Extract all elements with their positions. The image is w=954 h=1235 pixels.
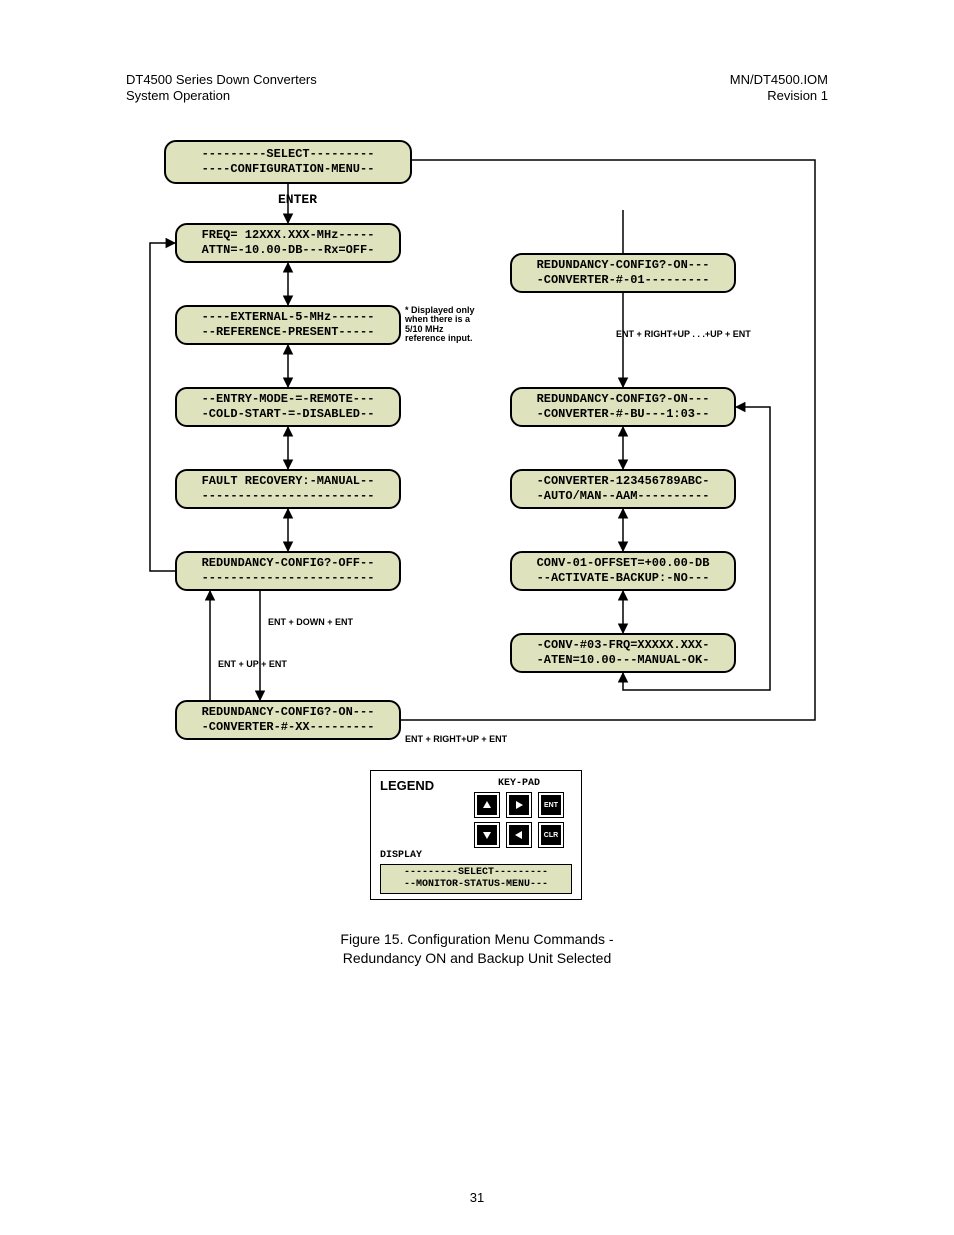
key-clr: CLR — [541, 825, 561, 845]
legend-display-label: DISPLAY — [380, 850, 422, 861]
node-redoff-l2: ------------------------ — [183, 571, 393, 586]
node-ext5-l1: ----EXTERNAL-5-MHz------ — [183, 310, 393, 325]
header-left-1: DT4500 Series Down Converters — [126, 72, 317, 87]
node-conv03-l1: -CONV-#03-FRQ=XXXXX.XXX- — [518, 638, 728, 653]
figure-caption-l2: Redundancy ON and Backup Unit Selected — [343, 950, 612, 966]
node-freq: FREQ= 12XXX.XXX-MHz----- ATTN=-10.00-DB-… — [175, 223, 401, 263]
side-note: * Displayed only when there is a 5/10 MH… — [405, 306, 485, 344]
node-fault: FAULT RECOVERY:-MANUAL-- ---------------… — [175, 469, 401, 509]
node-redon-xx-l2: -CONVERTER-#-XX--------- — [183, 720, 393, 735]
node-ext5: ----EXTERNAL-5-MHz------ --REFERENCE-PRE… — [175, 305, 401, 345]
page: DT4500 Series Down Converters System Ope… — [0, 0, 954, 1235]
node-freq-l2: ATTN=-10.00-DB---Rx=OFF- — [183, 243, 393, 258]
node-select: ---------SELECT--------- ----CONFIGURATI… — [164, 140, 412, 184]
node-redon-01-l1: REDUNDANCY-CONFIG?-ON--- — [518, 258, 728, 273]
key-down — [477, 825, 497, 845]
key-ent: ENT — [541, 795, 561, 815]
node-redon-01: REDUNDANCY-CONFIG?-ON--- -CONVERTER-#-01… — [510, 253, 736, 293]
label-ent-up-ent: ENT + UP + ENT — [218, 660, 287, 670]
node-conv03-l2: -ATEN=10.00---MANUAL-OK- — [518, 653, 728, 668]
node-redoff: REDUNDANCY-CONFIG?-OFF-- ---------------… — [175, 551, 401, 591]
node-conv123: -CONVERTER-123456789ABC- -AUTO/MAN--AAM-… — [510, 469, 736, 509]
legend-keypad-label: KEY-PAD — [498, 778, 540, 789]
arrow-right-icon — [514, 800, 524, 810]
node-entry-l2: -COLD-START-=-DISABLED-- — [183, 407, 393, 422]
node-fault-l2: ------------------------ — [183, 489, 393, 504]
node-conv03: -CONV-#03-FRQ=XXXXX.XXX- -ATEN=10.00---M… — [510, 633, 736, 673]
page-number: 31 — [0, 1190, 954, 1205]
node-conv-offset: CONV-01-OFFSET=+00.00-DB --ACTIVATE-BACK… — [510, 551, 736, 591]
arrow-left-icon — [514, 830, 524, 840]
node-entry-l1: --ENTRY-MODE-=-REMOTE--- — [183, 392, 393, 407]
label-ent-rightup-ent: ENT + RIGHT+UP + ENT — [405, 735, 507, 745]
node-redon-xx: REDUNDANCY-CONFIG?-ON--- -CONVERTER-#-XX… — [175, 700, 401, 740]
node-redon-bu-l1: REDUNDANCY-CONFIG?-ON--- — [518, 392, 728, 407]
header-left-2: System Operation — [126, 88, 230, 103]
node-redon-bu: REDUNDANCY-CONFIG?-ON--- -CONVERTER-#-BU… — [510, 387, 736, 427]
legend-screen: ---------SELECT--------- --MONITOR-STATU… — [380, 864, 572, 894]
node-redoff-l1: REDUNDANCY-CONFIG?-OFF-- — [183, 556, 393, 571]
node-fault-l1: FAULT RECOVERY:-MANUAL-- — [183, 474, 393, 489]
label-ent-down-ent: ENT + DOWN + ENT — [268, 618, 353, 628]
connectors — [0, 0, 954, 1235]
node-select-l1: ---------SELECT--------- — [172, 147, 404, 162]
key-right — [509, 795, 529, 815]
node-conv123-l2: -AUTO/MAN--AAM---------- — [518, 489, 728, 504]
figure-caption-l1: Figure 15. Configuration Menu Commands - — [340, 931, 613, 947]
key-up — [477, 795, 497, 815]
legend-screen-l2: --MONITOR-STATUS-MENU--- — [381, 879, 571, 891]
node-redon-xx-l1: REDUNDANCY-CONFIG?-ON--- — [183, 705, 393, 720]
legend-title: LEGEND — [380, 778, 434, 793]
label-enter: ENTER — [278, 192, 317, 207]
arrow-up-icon — [482, 800, 492, 810]
key-left — [509, 825, 529, 845]
node-select-l2: ----CONFIGURATION-MENU-- — [172, 162, 404, 177]
arrow-down-icon — [482, 830, 492, 840]
node-ext5-l2: --REFERENCE-PRESENT----- — [183, 325, 393, 340]
label-ent-rightup-dots: ENT + RIGHT+UP . . .+UP + ENT — [616, 330, 751, 340]
node-conv123-l1: -CONVERTER-123456789ABC- — [518, 474, 728, 489]
header-right-2: Revision 1 — [767, 88, 828, 103]
header-right-1: MN/DT4500.IOM — [730, 72, 828, 87]
node-freq-l1: FREQ= 12XXX.XXX-MHz----- — [183, 228, 393, 243]
node-entry: --ENTRY-MODE-=-REMOTE--- -COLD-START-=-D… — [175, 387, 401, 427]
node-conv-offset-l1: CONV-01-OFFSET=+00.00-DB — [518, 556, 728, 571]
legend-screen-l1: ---------SELECT--------- — [381, 867, 571, 879]
node-redon-01-l2: -CONVERTER-#-01--------- — [518, 273, 728, 288]
node-redon-bu-l2: -CONVERTER-#-BU---1:03-- — [518, 407, 728, 422]
node-conv-offset-l2: --ACTIVATE-BACKUP:-NO--- — [518, 571, 728, 586]
figure-caption: Figure 15. Configuration Menu Commands -… — [0, 930, 954, 968]
